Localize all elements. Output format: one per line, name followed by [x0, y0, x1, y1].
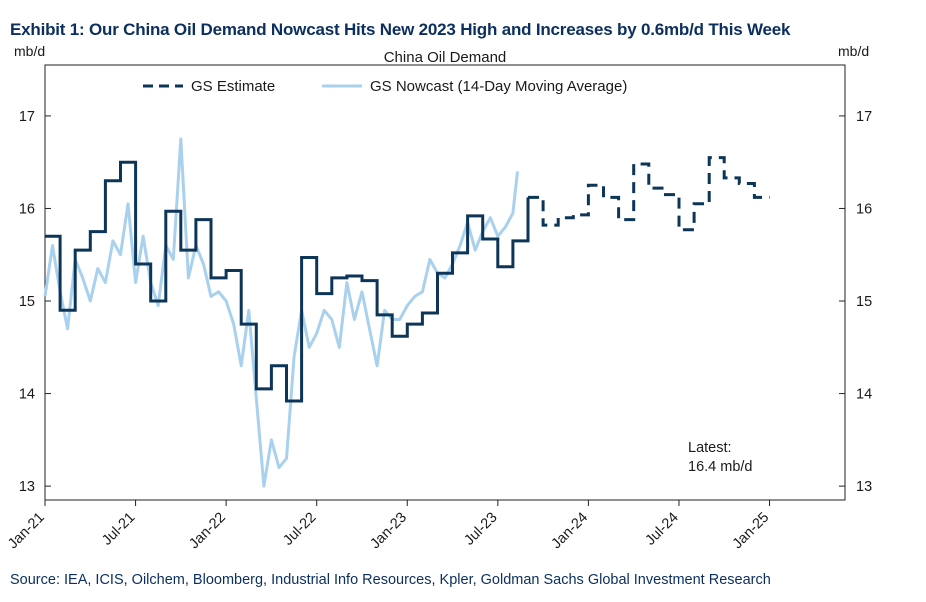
y-tick-label-right-17: 17	[856, 109, 872, 125]
series-line-estimate-actual	[45, 160, 530, 403]
y-tick-label-left-16: 16	[19, 201, 35, 217]
y-tick-label-left-17: 17	[19, 109, 35, 125]
y-tick-label-left-13: 13	[19, 479, 35, 495]
y-tick-label-left-14: 14	[19, 387, 35, 403]
source-note: Source: IEA, ICIS, Oilchem, Bloomberg, I…	[10, 572, 771, 588]
series-line-estimate-forecast	[528, 156, 770, 232]
chart-title: China Oil Demand	[384, 49, 507, 66]
x-tick-label-Jul-24: Jul-24	[643, 510, 682, 549]
y-axis-label-left: mb/d	[14, 43, 45, 59]
y-tick-label-left-15: 15	[19, 294, 35, 310]
x-tick-label-Jul-23: Jul-23	[461, 510, 500, 549]
y-tick-label-right-15: 15	[856, 294, 872, 310]
series-line-nowcast	[43, 137, 519, 488]
x-axis-ticks: Jan-21 Jul-21 Jan-22 Jul-22 Jan-23 Jul-23 Jan-…	[5, 500, 772, 552]
x-tick-label-Jan-24: Jan-24	[549, 510, 592, 553]
y-tick-label-right-14: 14	[856, 387, 872, 403]
y-tick-label-right-16: 16	[856, 201, 872, 217]
plot-frame	[44, 64, 846, 501]
x-tick-label-Jul-22: Jul-22	[280, 510, 319, 549]
x-tick-label-Jul-21: Jul-21	[99, 510, 138, 549]
series-layer	[43, 137, 770, 488]
annotation-latest-value: 16.4 mb/d	[688, 459, 753, 475]
legend: GS Estimate GS Nowcast (14-Day Moving Av…	[143, 78, 627, 95]
x-tick-label-Jan-23: Jan-23	[367, 510, 410, 553]
x-tick-label-Jan-22: Jan-22	[186, 510, 229, 553]
x-tick-label-Jan-21: Jan-21	[5, 510, 48, 553]
y-axis-label-right: mb/d	[838, 43, 869, 59]
legend-label-nowcast: GS Nowcast (14-Day Moving Average)	[370, 78, 627, 95]
annotation-latest-label: Latest:	[688, 440, 732, 456]
exhibit-title: Exhibit 1: Our China Oil Demand Nowcast …	[10, 20, 791, 39]
y-tick-label-right-13: 13	[856, 479, 872, 495]
x-tick-label-Jan-25: Jan-25	[730, 510, 773, 553]
legend-label-estimate: GS Estimate	[191, 78, 275, 95]
y-axis-ticks: 13 13 14 14 15 15 16 16 17 17	[19, 109, 872, 495]
